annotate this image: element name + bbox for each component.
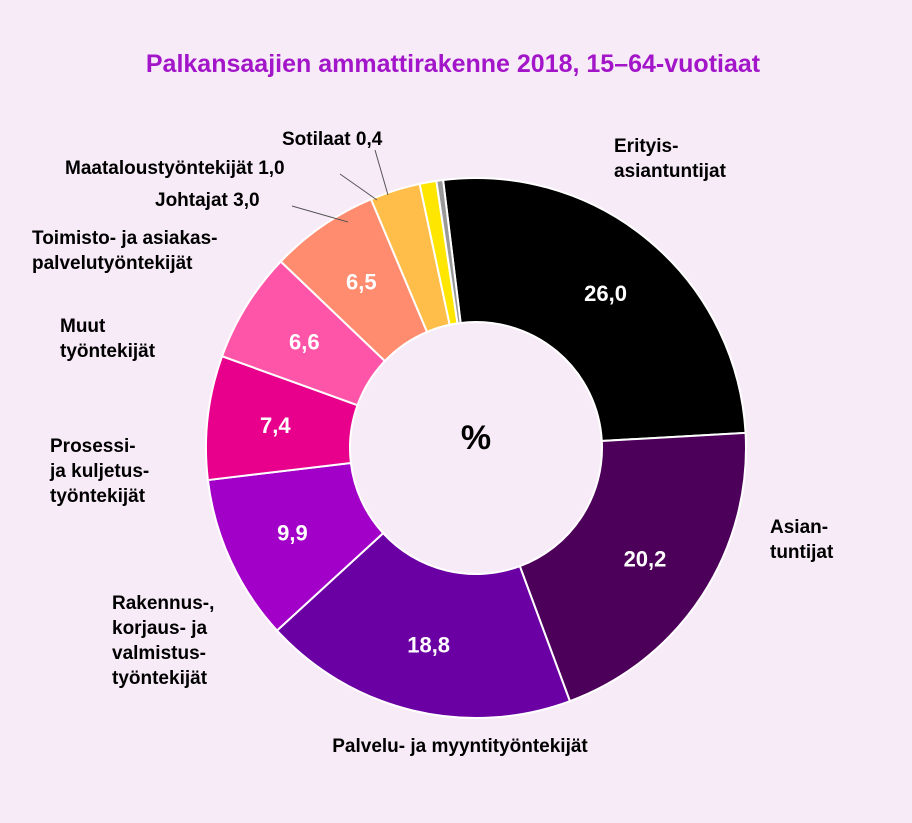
category-label-6: Toimisto- ja asiakas-palvelutyöntekijät [32, 228, 218, 274]
donut-slices [205, 177, 747, 719]
category-label-9: Sotilaat 0,4 [282, 129, 383, 150]
value-label-1: 20,2 [624, 547, 667, 572]
value-label-6: 6,5 [346, 270, 377, 295]
value-label-2: 18,8 [407, 632, 450, 657]
slice-9 [435, 178, 462, 325]
center-unit-label: % [461, 419, 491, 457]
category-label-8: Maataloustyöntekijät 1,0 [65, 158, 285, 179]
category-label-5: Muut työntekijät [60, 316, 156, 362]
category-labels: Erityis-asiantuntijat Asian-tuntijat Palve… [32, 129, 834, 757]
leader-line-7 [291, 205, 349, 223]
value-label-5: 6,6 [289, 330, 320, 355]
slice-1 [518, 431, 747, 703]
category-label-0: Erityis-asiantuntijat [614, 136, 727, 182]
slice-2 [275, 531, 572, 719]
value-label-0: 26,0 [584, 281, 627, 306]
value-label-4: 7,4 [260, 413, 291, 438]
category-label-7: Johtajat 3,0 [155, 190, 260, 211]
chart-title: Palkansaajien ammattirakenne 2018, 15–64… [146, 50, 761, 78]
category-label-2: Palvelu- ja myyntityöntekijät [332, 736, 588, 757]
category-label-4: Prosessi-ja kuljetus-työntekijät [49, 436, 149, 507]
category-label-1: Asian-tuntijat [770, 517, 834, 563]
leader-lines [291, 149, 389, 223]
value-labels: 26,0 20,2 18,8 9,9 7,4 6,6 6,5 [260, 270, 666, 658]
category-label-3: Rakennus-, korjaus- ja valmistus-työntekij… [112, 593, 214, 689]
leader-line-9 [374, 149, 389, 196]
leader-line-8 [339, 173, 378, 201]
slice-0 [441, 177, 747, 442]
value-label-3: 9,9 [277, 520, 308, 545]
